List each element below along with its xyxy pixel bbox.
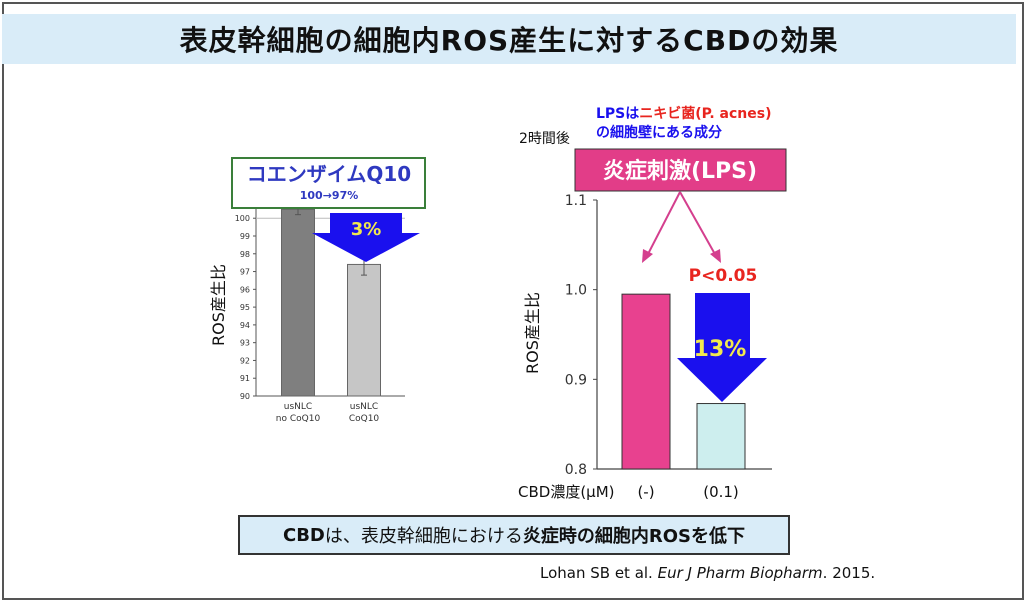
summary-part2: は、表皮幹細胞における xyxy=(324,526,523,547)
title-bar: 表皮幹細胞の細胞内ROS産生に対するCBDの効果 xyxy=(2,14,1016,64)
citation-year: . 2015. xyxy=(822,564,876,582)
citation: Lohan SB et al. Eur J Pharm Biopharm. 20… xyxy=(540,564,875,582)
citation-journal: Eur J Pharm Biopharm xyxy=(657,564,823,582)
summary-box: CBD は、表皮幹細胞における 炎症時の細胞内ROSを低下 xyxy=(238,515,790,555)
citation-authors: Lohan SB et al. xyxy=(540,564,658,582)
slide-title: 表皮幹細胞の細胞内ROS産生に対するCBDの効果 xyxy=(179,24,839,57)
summary-part3: 炎症時の細胞内ROSを低下 xyxy=(522,526,745,547)
summary-part1: CBD xyxy=(283,524,325,546)
